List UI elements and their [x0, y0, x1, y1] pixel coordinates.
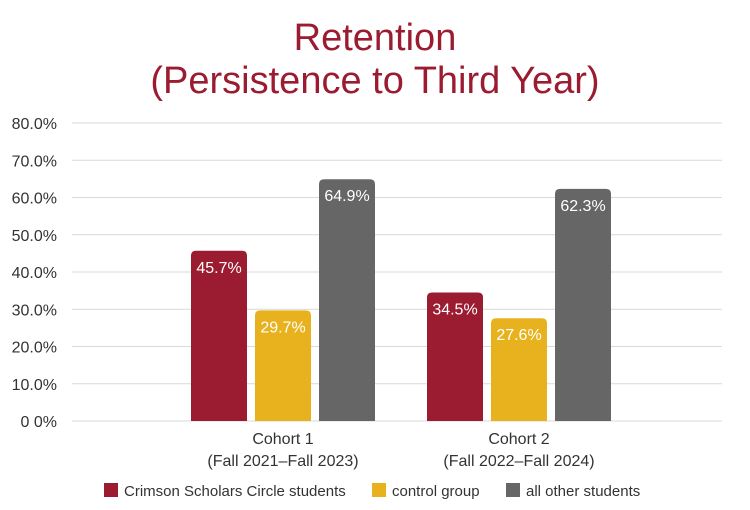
- bars: 45.7% 34.5% 29.7% 27.6% 64.9% 62.3%: [191, 179, 611, 421]
- category-label: Cohort 2: [488, 431, 549, 448]
- category-labels: Cohort 1 (Fall 2021–Fall 2023) Cohort 2 (Fa…: [207, 431, 594, 470]
- grid-lines: [72, 122, 722, 422]
- bar: [255, 310, 311, 421]
- y-tick-label: 0 0%: [21, 414, 57, 431]
- bar-value-label: 64.9%: [324, 188, 369, 205]
- category-label: (Fall 2021–Fall 2023): [207, 453, 358, 470]
- bar: [427, 292, 483, 421]
- legend-label: all other students: [526, 483, 640, 500]
- y-tick-label: 40.0%: [12, 265, 57, 282]
- bar-value-label: 62.3%: [560, 198, 605, 215]
- bar: [555, 188, 611, 421]
- legend-swatch: [506, 483, 520, 497]
- chart-title-line-1: Retention: [294, 17, 457, 59]
- y-tick-label: 50.0%: [12, 228, 57, 245]
- y-tick-label: 20.0%: [12, 340, 57, 357]
- bar-value-label: 27.6%: [496, 327, 541, 344]
- bar: [191, 250, 247, 421]
- y-tick-label: 80.0%: [12, 116, 57, 133]
- bar-value-label: 34.5%: [432, 301, 477, 318]
- bar: [491, 318, 547, 421]
- legend-swatch: [372, 483, 386, 497]
- bar-value-label: 45.7%: [196, 260, 241, 277]
- y-axis-ticks: 0 0% 10.0% 20.0% 30.0% 40.0% 50.0% 60.0% 70.0% 8…: [12, 116, 57, 431]
- bar: [319, 179, 375, 421]
- category-label: (Fall 2022–Fall 2024): [443, 453, 594, 470]
- legend: Crimson Scholars Circle students control …: [104, 483, 640, 500]
- bar-value-label: 29.7%: [260, 319, 305, 336]
- y-tick-label: 70.0%: [12, 153, 57, 170]
- legend-label: Crimson Scholars Circle students: [124, 483, 346, 500]
- legend-label: control group: [392, 483, 480, 500]
- chart-title-line-2: (Persistence to Third Year): [150, 60, 599, 102]
- y-tick-label: 10.0%: [12, 377, 57, 394]
- category-label: Cohort 1: [252, 431, 313, 448]
- y-tick-label: 60.0%: [12, 191, 57, 208]
- legend-swatch: [104, 483, 118, 497]
- y-tick-label: 30.0%: [12, 302, 57, 319]
